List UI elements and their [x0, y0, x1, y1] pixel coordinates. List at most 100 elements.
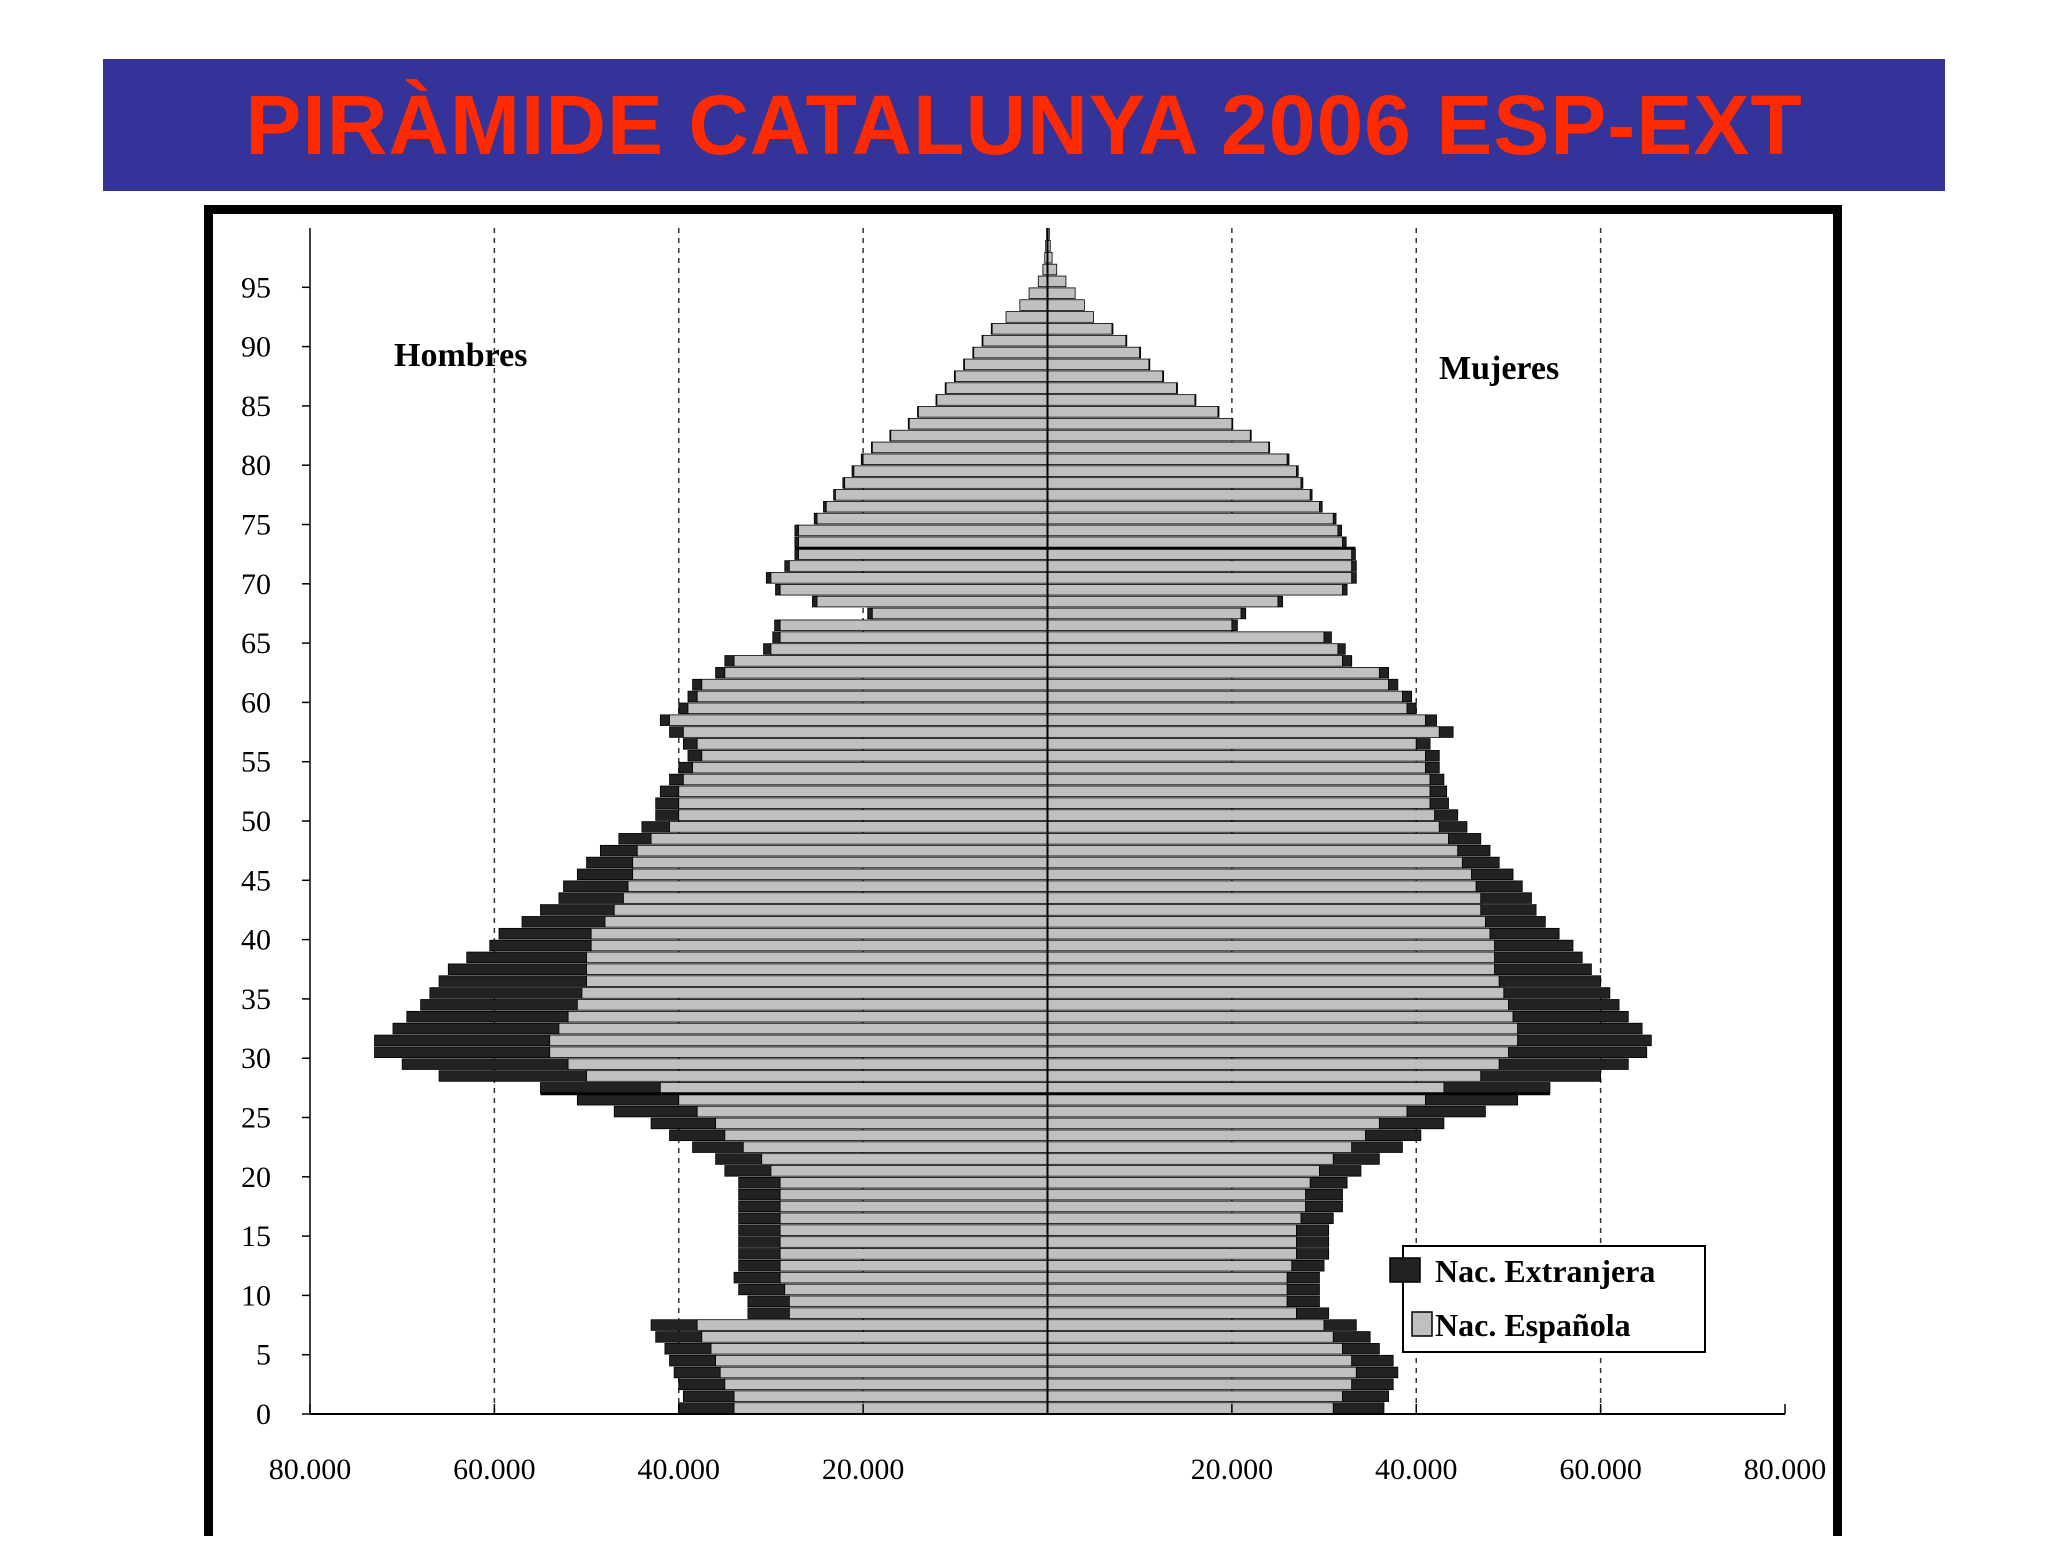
bar-mujeres-espanola — [1047, 583, 1343, 596]
bar-hombres-espanola — [779, 1260, 1048, 1272]
bar-mujeres-espanola — [1047, 655, 1343, 667]
x-tick-label: 60.000 — [1559, 1453, 1642, 1486]
bar-hombres-extranjera — [655, 809, 680, 821]
bar-hombres-espanola — [678, 1093, 1048, 1106]
bar-hombres-extranjera — [489, 939, 592, 952]
bar-hombres-espanola — [613, 904, 1048, 916]
bar-mujeres-extranjera — [1365, 1129, 1422, 1142]
bar-mujeres-espanola — [1047, 702, 1408, 715]
x-tick-label: 20.000 — [822, 1453, 905, 1486]
bar-mujeres-extranjera — [1332, 1331, 1371, 1343]
bar-hombres-extranjera — [687, 690, 698, 703]
bar-mujeres-extranjera — [1489, 927, 1560, 940]
bar-hombres-espanola — [871, 607, 1048, 620]
bar-mujeres-extranjera — [1498, 1058, 1629, 1070]
bar-hombres-espanola — [678, 809, 1048, 821]
bar-mujeres-extranjera — [1434, 809, 1459, 821]
bar-hombres-espanola — [1005, 311, 1048, 323]
bar-mujeres-espanola — [1047, 619, 1233, 632]
bar-mujeres-espanola — [1047, 1105, 1408, 1118]
bar-hombres-extranjera — [498, 927, 592, 940]
bar-mujeres-espanola — [1047, 1354, 1353, 1367]
bar-hombres-espanola — [576, 999, 1048, 1011]
bar-hombres-espanola — [816, 512, 1048, 525]
bar-mujeres-espanola — [1047, 382, 1177, 394]
bar-mujeres-espanola — [1047, 1058, 1500, 1070]
bar-mujeres-extranjera — [1475, 880, 1523, 892]
bar-hombres-espanola — [936, 394, 1048, 406]
bar-hombres-espanola — [604, 916, 1048, 928]
bar-hombres-espanola — [733, 655, 1048, 667]
bar-hombres-espanola — [692, 761, 1048, 774]
bar-mujeres-espanola — [1047, 323, 1113, 335]
bar-mujeres-espanola — [1047, 441, 1270, 454]
bar-mujeres-espanola — [1047, 1402, 1334, 1414]
bar-mujeres-extranjera — [1296, 1307, 1330, 1319]
x-tick-label: 40.000 — [638, 1453, 721, 1486]
bar-hombres-espanola — [696, 690, 1048, 703]
bar-mujeres-espanola — [1047, 963, 1496, 975]
bar-hombres-espanola — [549, 1046, 1048, 1059]
bar-mujeres-espanola — [1047, 951, 1496, 964]
legend-swatch-extranjera — [1389, 1257, 1421, 1283]
bar-mujeres-extranjera — [1194, 394, 1197, 406]
bar-mujeres-espanola — [1047, 607, 1242, 620]
y-tick-label: 10 — [241, 1279, 271, 1312]
bar-hombres-espanola — [696, 738, 1048, 750]
bar-mujeres-extranjera — [1429, 797, 1449, 809]
bar-hombres-extranjera — [775, 583, 781, 596]
bar-mujeres-espanola — [1047, 572, 1353, 584]
bar-hombres-extranjera — [738, 1212, 781, 1225]
y-tick-label: 40 — [241, 924, 271, 957]
bar-hombres-extranjera — [641, 821, 670, 833]
bar-hombres-espanola — [632, 868, 1048, 881]
bar-hombres-espanola — [853, 465, 1048, 477]
y-tick-label: 25 — [241, 1102, 271, 1135]
chart-frame: 80.000 60.000 40.000 20.000 20.000 40.000 60.0… — [204, 205, 1842, 1536]
bar-mujeres-espanola — [1047, 690, 1403, 703]
bar-mujeres-extranjera — [1494, 939, 1574, 952]
bar-mujeres-espanola — [1047, 785, 1431, 798]
bar-hombres-extranjera — [401, 1058, 569, 1070]
bar-mujeres-extranjera — [1406, 1105, 1486, 1118]
bar-mujeres-espanola — [1047, 465, 1297, 477]
bar-hombres-espanola — [973, 346, 1048, 359]
bar-hombres-espanola — [788, 1295, 1048, 1308]
bar-hombres-espanola — [678, 797, 1048, 809]
y-tick-label: 55 — [241, 746, 271, 779]
gridlines — [493, 228, 1602, 1414]
bar-hombres-espanola — [586, 951, 1048, 964]
bar-mujeres-espanola — [1047, 1319, 1325, 1331]
bar-mujeres-extranjera — [1425, 714, 1437, 726]
bar-hombres-espanola — [954, 370, 1048, 382]
bar-mujeres-extranjera — [1291, 1260, 1325, 1272]
bar-hombres-espanola — [733, 1390, 1048, 1402]
bar-mujeres-extranjera — [1484, 916, 1546, 928]
bar-hombres-espanola — [742, 1141, 1048, 1153]
bar-mujeres-espanola — [1047, 1070, 1482, 1082]
y-tick-label: 90 — [241, 331, 271, 364]
bar-mujeres-extranjera — [1111, 323, 1114, 335]
bar-hombres-espanola — [696, 1105, 1048, 1118]
bar-mujeres-espanola — [1047, 678, 1389, 691]
bar-hombres-extranjera — [655, 797, 680, 809]
bar-mujeres-extranjera — [1176, 382, 1178, 394]
bar-hombres-extranjera — [540, 1082, 661, 1094]
y-tick-label: 60 — [241, 686, 271, 719]
bar-mujeres-espanola — [1047, 275, 1067, 288]
bar-hombres-extranjera — [599, 844, 638, 857]
bar-mujeres-extranjera — [1351, 548, 1356, 560]
y-tick-label: 85 — [241, 390, 271, 423]
bar-mujeres-extranjera — [1148, 358, 1151, 371]
bar-mujeres-extranjera — [1337, 643, 1346, 655]
bar-hombres-extranjera — [669, 773, 684, 786]
bar-hombres-espanola — [632, 856, 1048, 869]
bar-hombres-espanola — [890, 429, 1048, 442]
bar-hombres-extranjera — [650, 1319, 698, 1331]
bar-hombres-espanola — [724, 1129, 1048, 1142]
bar-mujeres-extranjera — [1332, 1402, 1385, 1414]
bar-mujeres-espanola — [1047, 1283, 1288, 1296]
bar-mujeres-extranjera — [1494, 951, 1583, 964]
bar-hombres-espanola — [788, 1307, 1048, 1319]
bar-hombres-espanola — [798, 536, 1048, 549]
